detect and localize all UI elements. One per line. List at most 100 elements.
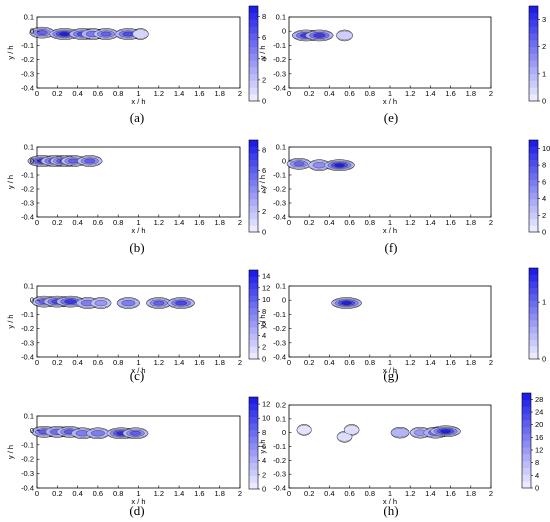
x-tick-label: 2: [238, 489, 242, 498]
x-tick-label: 0.2: [304, 358, 314, 367]
colorbar-tick-label: 2: [262, 343, 266, 352]
colorbar-tick-label: 20: [535, 420, 543, 429]
hotspot: [308, 160, 331, 170]
colorbar-swatch: [522, 393, 531, 401]
x-tick-label: 1: [136, 489, 140, 498]
colorbar-tick-label: 24: [535, 408, 543, 417]
colorbar-swatch: [249, 352, 258, 360]
y-tick-label: -0.1: [273, 310, 286, 319]
colorbar-swatch: [529, 94, 538, 102]
x-tick-label: 0.4: [72, 489, 82, 498]
x-tick-label: 0.6: [344, 489, 354, 498]
colorbar-swatch: [249, 212, 258, 220]
colorbar-swatch: [249, 39, 258, 48]
panel-g: 0 0.2 0.4 0.6 0.8 1 1.2 1.4 1.6 1.8 2 0.1 0 -0.1 -0.2 -…: [258, 267, 546, 383]
colorbar-tick-label: 12: [262, 400, 270, 409]
contour-level: [336, 432, 353, 442]
y-tick-label: -0.3: [21, 69, 34, 78]
contour-level: [343, 425, 360, 435]
colorbar-swatch: [249, 12, 258, 20]
x-axis-label: x / h: [383, 497, 397, 506]
x-tick-label: 0.2: [52, 489, 62, 498]
colorbar-swatch: [529, 166, 538, 174]
colorbar-swatch: [529, 346, 538, 353]
x-tick-label: 1.6: [445, 89, 455, 98]
x-tick-label: 0: [287, 89, 291, 98]
hotspot: [343, 425, 360, 435]
x-tick-label: 1.6: [194, 89, 204, 98]
colorbar-swatch: [249, 87, 258, 95]
hotspot: [77, 156, 103, 166]
colorbar-swatch: [249, 153, 258, 161]
colorbar-swatch: [249, 475, 258, 483]
x-tick-label: 0.8: [365, 218, 375, 227]
colorbar-tick-label: 1: [542, 69, 546, 78]
y-tick-label: -0.1: [21, 41, 34, 50]
colorbar-tick-label: 6: [262, 166, 266, 175]
contour-level: [100, 31, 112, 37]
colorbar-tick-label: 6: [542, 177, 546, 186]
contour-level: [440, 429, 451, 434]
panel-label: (f): [385, 240, 398, 255]
x-tick-label: 0.6: [93, 489, 103, 498]
colorbar-swatch: [249, 172, 258, 180]
colorbar-swatch: [249, 443, 258, 450]
hotspot: [86, 428, 110, 438]
x-tick-label: 0.2: [304, 218, 314, 227]
colorbar-swatch: [529, 268, 538, 275]
panel-label: (d): [129, 503, 144, 518]
colorbar-tick-label: 8: [262, 428, 266, 437]
plot-frame: [288, 16, 492, 89]
colorbar-swatch: [249, 179, 258, 187]
contour-level: [132, 29, 149, 39]
colorbar-swatch: [249, 301, 258, 309]
colorbar-swatch: [249, 397, 258, 404]
hotspot: [390, 427, 410, 438]
x-tick-label: 0.4: [72, 218, 82, 227]
x-tick-label: 0.4: [324, 489, 334, 498]
x-tick-label: 1.8: [214, 489, 224, 498]
y-tick-label: -0.4: [273, 84, 286, 93]
x-tick-label: 0.4: [324, 218, 334, 227]
colorbar-swatch: [529, 326, 538, 334]
colorbar-tick-label: 16: [535, 433, 543, 442]
colorbar-swatch: [249, 308, 258, 315]
panel-a: 0 0.2 0.4 0.6 0.8 1 1.2 1.4 1.6 1.8 2 0.1 0 -0.1 -0.2 -…: [6, 5, 266, 125]
x-tick-label: 1.8: [466, 89, 476, 98]
colorbar-tick-label: 8: [262, 307, 266, 316]
colorbar-swatch: [249, 346, 258, 353]
colorbar-swatch: [249, 199, 258, 207]
colorbar-swatch: [529, 313, 538, 321]
colorbar-swatch: [529, 26, 538, 34]
colorbar-swatch: [529, 140, 538, 147]
y-axis-label: y / h: [258, 314, 267, 328]
colorbar-swatch: [529, 186, 538, 193]
colorbar-tick-label: 2: [542, 211, 546, 220]
colorbar-tick-label: 1: [542, 298, 546, 307]
x-tick-label: 1: [388, 218, 392, 227]
colorbar-swatch: [529, 33, 538, 41]
y-tick-label: -0.3: [273, 69, 286, 78]
colorbar-tick-label: 0: [262, 228, 266, 237]
colorbar-frame: [248, 139, 259, 233]
colorbar-swatch: [529, 274, 538, 282]
hotspot: [336, 30, 353, 41]
y-tick-label: -0.2: [21, 455, 34, 464]
colorbar-swatch: [529, 53, 538, 61]
y-tick-label: -0.4: [21, 84, 34, 93]
colorbar-swatch: [249, 205, 258, 213]
hotspot: [331, 298, 362, 308]
x-tick-label: 1: [388, 489, 392, 498]
colorbar-tick-label: 0: [542, 355, 546, 364]
x-tick-label: 1: [136, 89, 140, 98]
colorbar-swatch: [249, 456, 258, 464]
y-tick-label: -0.4: [273, 484, 286, 493]
x-axis-label: x / h: [383, 226, 397, 235]
hotspot: [122, 428, 149, 438]
colorbar-swatch: [522, 433, 531, 441]
y-tick-label: -0.3: [21, 199, 34, 208]
colorbar-swatch: [249, 314, 258, 322]
colorbar-swatch: [249, 19, 258, 27]
x-tick-label: 0.8: [113, 489, 123, 498]
colorbar-frame: [521, 392, 532, 489]
